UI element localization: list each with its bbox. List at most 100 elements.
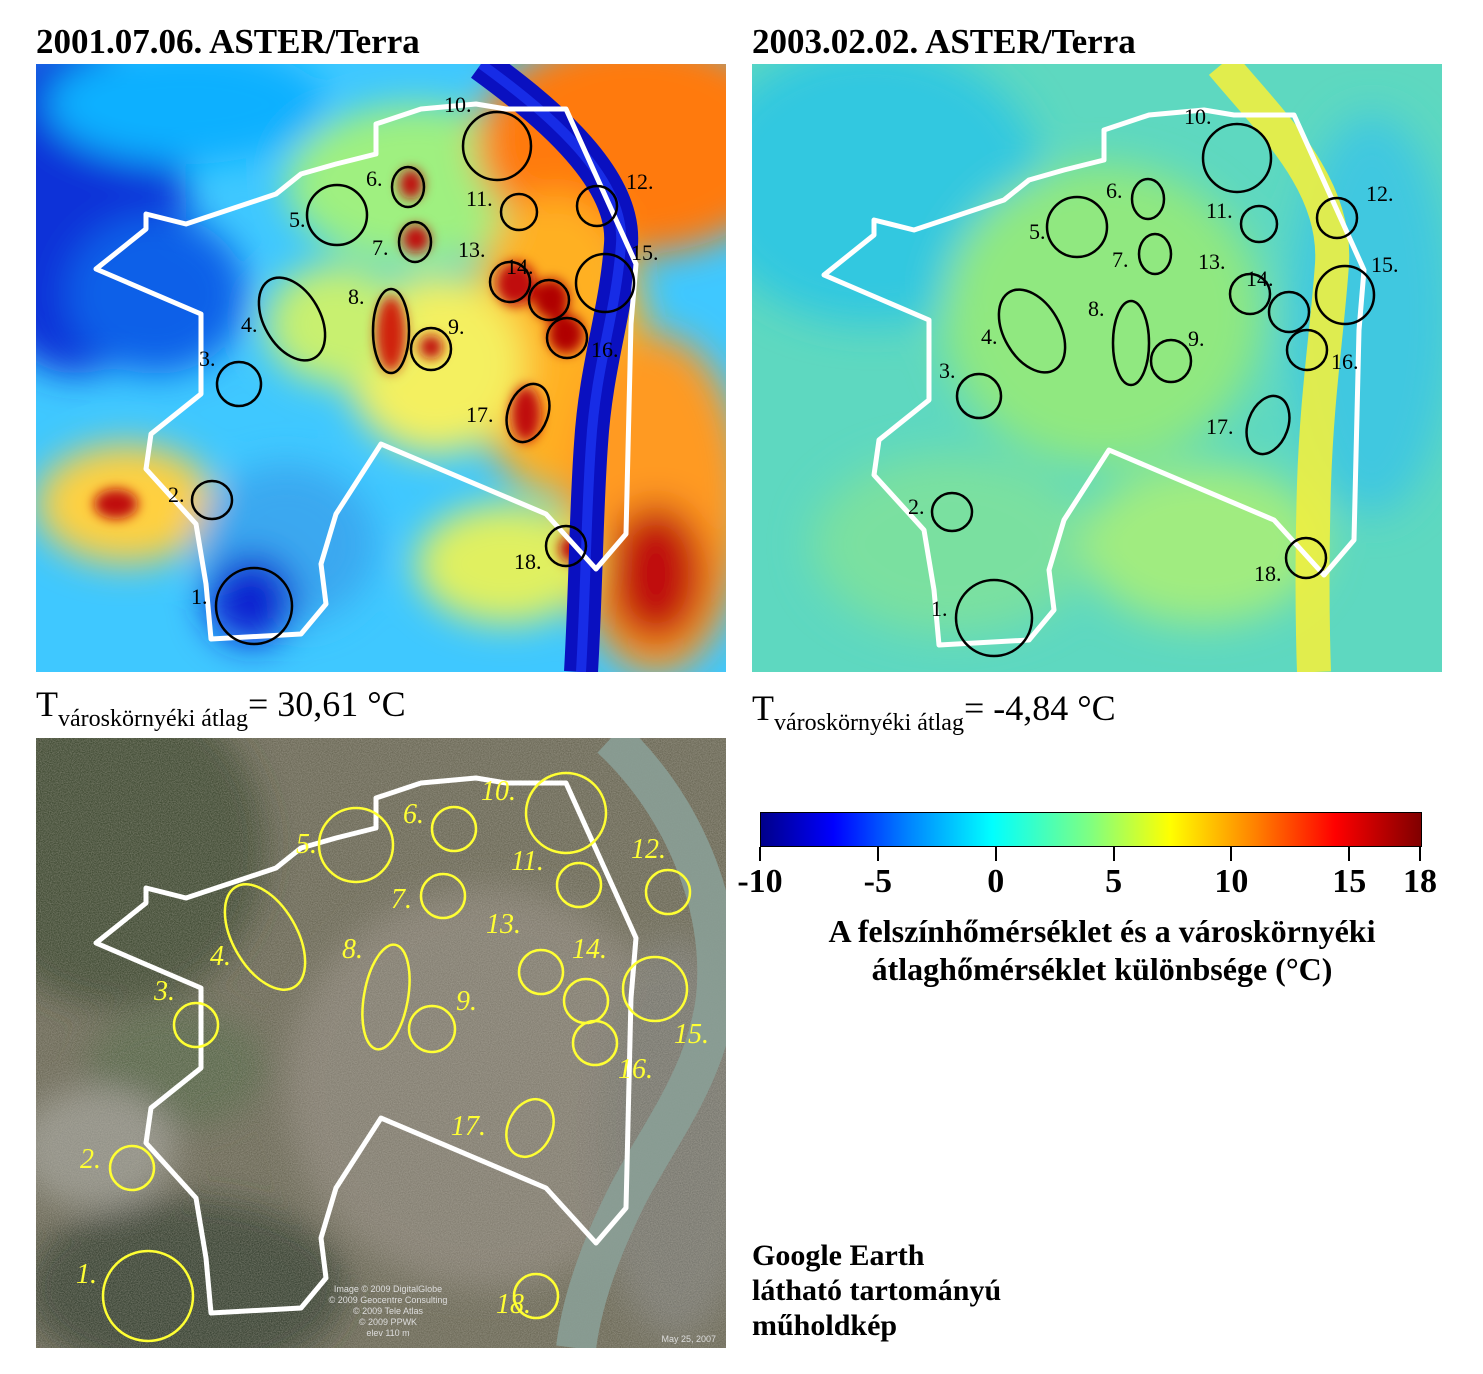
- zone-label-13: 13.: [1198, 249, 1226, 274]
- zone-label-1: 1.: [191, 584, 208, 609]
- zone-circle-12: [575, 184, 619, 228]
- zone-label-1: 1.: [931, 596, 948, 621]
- imagery-credit: Image © 2009 DigitalGlobe © 2009 Geocent…: [328, 1284, 448, 1339]
- zone-circle-8: [361, 943, 411, 1051]
- zone-label-11: 11.: [1206, 198, 1233, 223]
- caption-line: látható tartományú: [752, 1274, 1002, 1307]
- zone-circle-5: [1045, 195, 1109, 259]
- zone-circle-14: [1267, 290, 1311, 334]
- colorbar-tick: [1230, 847, 1233, 861]
- colorbar-tick-label: -5: [863, 863, 893, 900]
- zone-label-3: 3.: [939, 358, 956, 383]
- zone-label-4: 4.: [210, 941, 231, 972]
- google-earth-image: 1. 2. 3. 4. 5. 6. 7. 8. 9. 10. 11. 12. 13. 14. 15. 16. 1…: [36, 738, 726, 1348]
- zone-label-4: 4.: [981, 324, 998, 349]
- zone-label-15: 15.: [631, 240, 659, 265]
- zone-label-16: 16.: [591, 337, 619, 362]
- credit-line: © 2009 Geocentre Consulting: [328, 1295, 448, 1305]
- zone-circle-14: [527, 278, 571, 322]
- zone-label-6: 6.: [366, 166, 383, 191]
- zone-circle-3: [172, 1001, 220, 1049]
- zone-circle-1: [954, 578, 1034, 658]
- zone-circle-7: [1137, 232, 1173, 276]
- zone-label-9: 9.: [448, 314, 465, 339]
- zone-label-6: 6.: [1106, 178, 1123, 203]
- zone-circle-15: [1314, 264, 1376, 326]
- zone-circle-3: [215, 360, 263, 408]
- google-earth-map: 1. 2. 3. 4. 5. 6. 7. 8. 9. 10. 11. 12. 13. 14. 15. 16. 1…: [36, 738, 726, 1348]
- winter-thermal-image: 1. 2. 3. 4. 5. 6. 7. 8. 9. 10. 11. 12. 13. 14. 15. 16. 1…: [752, 64, 1442, 672]
- zone-circle-5: [305, 183, 369, 247]
- colorbar-tick: [876, 847, 879, 861]
- zone-label-3: 3.: [153, 976, 175, 1007]
- zone-label-5: 5.: [296, 829, 317, 860]
- summer-average-temperature: Tvároskörnyéki átlag= 30,61 °C: [36, 684, 406, 732]
- zone-label-18: 18.: [496, 1289, 531, 1320]
- zone-circle-10: [1201, 122, 1273, 194]
- colorbar-tick: [1112, 847, 1115, 861]
- google-earth-caption: Google Earth látható tartományú műholdké…: [752, 1238, 1001, 1343]
- zone-label-11: 11.: [466, 186, 493, 211]
- zone-circle-4: [997, 288, 1067, 374]
- zone-circle-12: [1315, 196, 1359, 240]
- zone-label-10: 10.: [444, 92, 472, 117]
- summer-thermal-image: 1. 2. 3. 4. 5. 6. 7. 8. 9. 10. 11. 12. 13. 14. 15. 16. 1…: [36, 64, 726, 672]
- colorbar-tick: [994, 847, 997, 861]
- zone-circle-9: [409, 326, 453, 372]
- winter-average-temperature: Tvároskörnyéki átlag= -4,84 °C: [752, 688, 1116, 736]
- colorbar-tick-label: 18: [1403, 863, 1437, 900]
- zone-label-8: 8.: [1088, 296, 1105, 321]
- summer-avg-subscript: városkörnyéki átlag: [58, 706, 248, 732]
- zone-circle-11: [499, 192, 539, 232]
- colorbar-tick: [759, 847, 761, 861]
- zone-circle-17: [505, 382, 551, 444]
- zone-circle-11: [1239, 204, 1279, 244]
- zone-label-6: 6.: [403, 799, 424, 830]
- zone-label-7: 7.: [1112, 247, 1129, 272]
- zone-label-13: 13.: [458, 237, 486, 262]
- zone-label-14: 14.: [572, 934, 607, 965]
- colorbar-tick-label: 5: [1105, 863, 1123, 900]
- zone-label-14: 14.: [1246, 266, 1274, 291]
- zone-circle-13: [517, 948, 565, 996]
- summer-map-title: 2001.07.06. ASTER/Terra: [36, 22, 420, 61]
- colorbar: [760, 812, 1422, 847]
- zone-circle-8: [371, 287, 411, 375]
- zone-label-16: 16.: [618, 1054, 653, 1085]
- summer-avg-value: = 30,61 °C: [247, 684, 406, 724]
- zone-circle-1: [101, 1249, 195, 1343]
- zone-circle-10: [461, 110, 533, 182]
- zone-label-13: 13.: [486, 909, 521, 940]
- zone-label-15: 15.: [1371, 252, 1399, 277]
- imagery-date: May 25, 2007: [661, 1334, 716, 1344]
- credit-line: © 2009 PPWK: [358, 1317, 418, 1327]
- zone-label-10: 10.: [1184, 104, 1212, 129]
- colorbar-tick-label: 0: [987, 863, 1005, 900]
- zone-label-18: 18.: [514, 549, 542, 574]
- zone-circle-1: [214, 566, 294, 646]
- winter-avg-symbol: T: [752, 688, 774, 728]
- zone-label-17: 17.: [1206, 414, 1234, 439]
- zone-circle-5: [317, 806, 395, 884]
- zone-label-3: 3.: [199, 346, 216, 371]
- zone-circle-17: [505, 1098, 555, 1158]
- zone-label-9: 9.: [1188, 326, 1205, 351]
- zone-label-5: 5.: [289, 207, 306, 232]
- zone-circle-4: [223, 883, 307, 991]
- zone-label-9: 9.: [456, 986, 477, 1017]
- zone-label-2: 2.: [168, 482, 185, 507]
- colorbar-tick-label: 10: [1214, 863, 1249, 900]
- zone-label-15: 15.: [674, 1019, 709, 1050]
- zone-label-12: 12.: [631, 834, 666, 865]
- zone-label-12: 12.: [1366, 181, 1394, 206]
- zone-circle-18: [512, 1272, 560, 1320]
- zone-label-11: 11.: [511, 846, 544, 877]
- zone-circle-15: [574, 252, 636, 314]
- zone-circle-3: [955, 372, 1003, 420]
- colorbar-tick: [1419, 847, 1421, 861]
- city-boundary: [93, 101, 639, 642]
- zone-circle-16: [571, 1019, 619, 1067]
- summer-avg-symbol: T: [36, 684, 58, 724]
- colorbar-tick-label: -10: [737, 863, 783, 900]
- zone-circle-2: [108, 1144, 156, 1192]
